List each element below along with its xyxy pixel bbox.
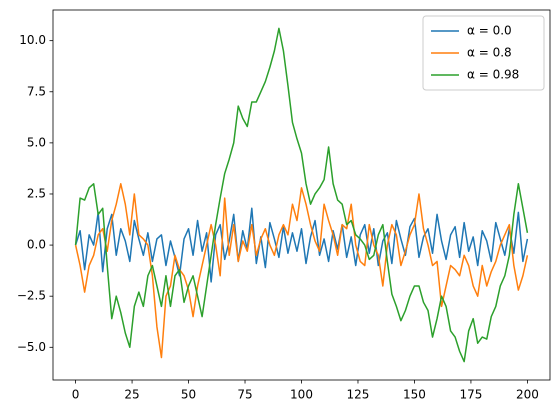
y-tick-label: −2.5 <box>17 289 46 303</box>
series-line <box>74 207 529 283</box>
y-tick-label: 7.5 <box>27 84 46 98</box>
x-tick-label: 100 <box>290 388 313 402</box>
x-tick-label: 200 <box>516 388 539 402</box>
x-tick-label: 125 <box>347 388 370 402</box>
series-line <box>74 27 529 363</box>
series-line <box>74 183 529 359</box>
y-tick-label: 10.0 <box>19 33 46 47</box>
legend-label: α = 0.98 <box>467 68 519 82</box>
axes-frame <box>52 9 551 381</box>
y-tick-label: 5.0 <box>27 135 46 149</box>
x-tick-label: 25 <box>124 388 139 402</box>
x-tick-label: 75 <box>237 388 252 402</box>
x-tick-label: 150 <box>403 388 426 402</box>
legend-label: α = 0.8 <box>467 46 512 60</box>
legend-label: α = 0.0 <box>467 24 512 38</box>
y-tick-label: 0.0 <box>27 238 46 252</box>
x-tick-label: 0 <box>72 388 80 402</box>
x-tick-label: 175 <box>459 388 482 402</box>
y-tick-label: 2.5 <box>27 186 46 200</box>
legend: α = 0.0 α = 0.8 α = 0.98 <box>422 15 545 91</box>
y-tick-label: −5.0 <box>17 340 46 354</box>
x-tick-label: 50 <box>181 388 196 402</box>
legend-box <box>422 15 545 91</box>
